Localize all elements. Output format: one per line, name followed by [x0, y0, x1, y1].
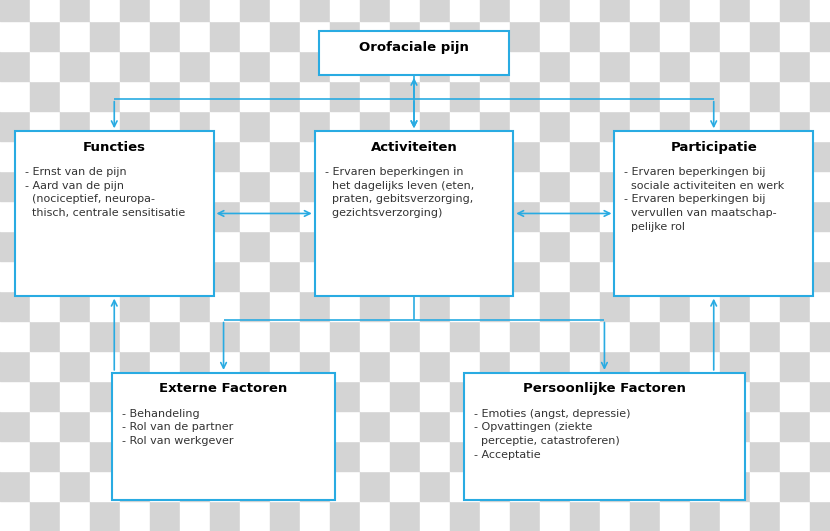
Text: - Ernst van de pijn
- Aard van de pijn
  (nociceptief, neuropa-
  thisch, centra: - Ernst van de pijn - Aard van de pijn (…: [25, 167, 185, 218]
FancyBboxPatch shape: [112, 373, 335, 500]
Text: Participatie: Participatie: [671, 141, 757, 153]
Text: Persoonlijke Factoren: Persoonlijke Factoren: [523, 382, 686, 395]
Text: - Emoties (angst, depressie)
- Opvattingen (ziekte
  perceptie, catastroferen)
-: - Emoties (angst, depressie) - Opvatting…: [474, 409, 630, 460]
FancyBboxPatch shape: [614, 131, 813, 296]
Text: Activiteiten: Activiteiten: [371, 141, 457, 153]
Text: Externe Factoren: Externe Factoren: [159, 382, 288, 395]
Text: - Ervaren beperkingen bij
  sociale activiteiten en werk
- Ervaren beperkingen b: - Ervaren beperkingen bij sociale activi…: [624, 167, 784, 232]
FancyBboxPatch shape: [15, 131, 213, 296]
Text: Functies: Functies: [83, 141, 146, 153]
FancyBboxPatch shape: [319, 31, 510, 75]
Text: - Ervaren beperkingen in
  het dagelijks leven (eten,
  praten, gebitsverzorging: - Ervaren beperkingen in het dagelijks l…: [325, 167, 474, 218]
FancyBboxPatch shape: [464, 373, 745, 500]
FancyBboxPatch shape: [315, 131, 513, 296]
Text: Orofaciale pijn: Orofaciale pijn: [359, 41, 469, 54]
Text: - Behandeling
- Rol van de partner
- Rol van werkgever: - Behandeling - Rol van de partner - Rol…: [122, 409, 233, 446]
